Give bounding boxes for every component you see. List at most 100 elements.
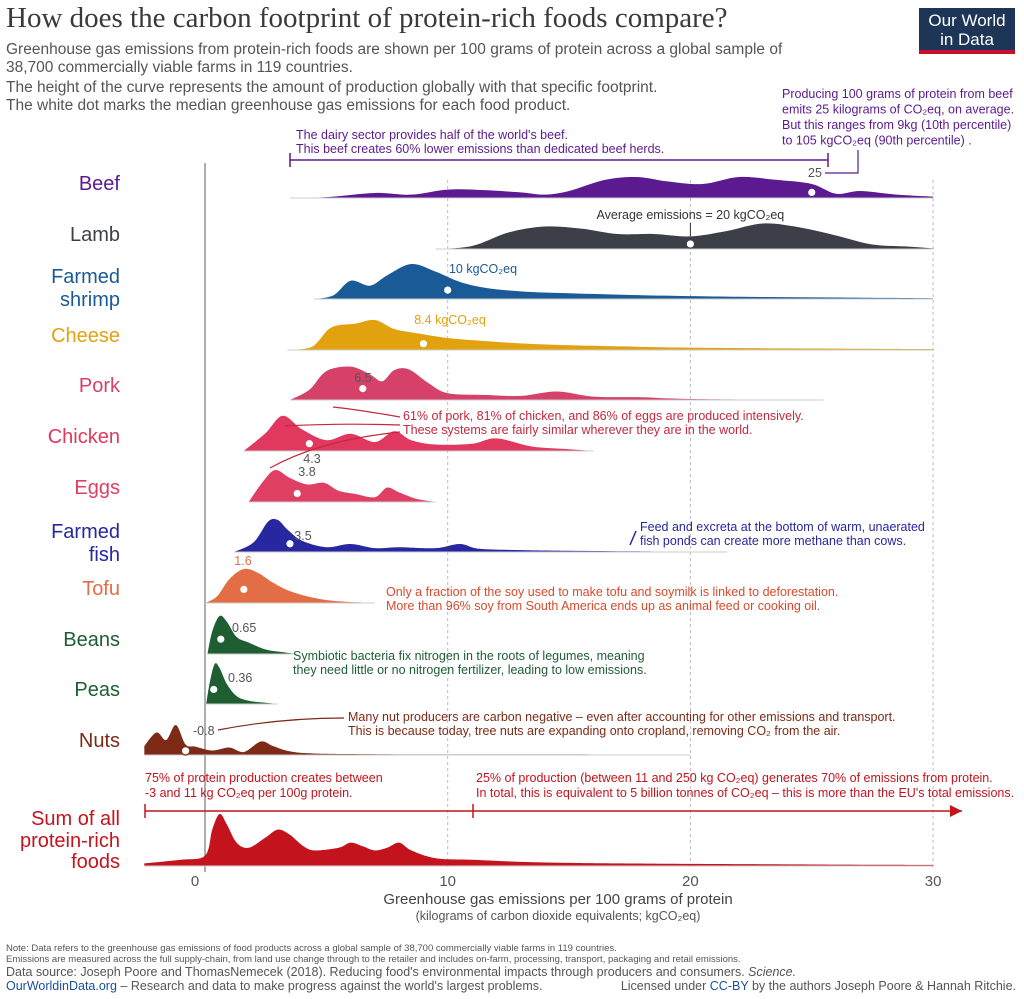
series-beef: Beef — [79, 173, 934, 199]
series-eggs: Eggs — [74, 469, 436, 503]
x-tick-30: 30 — [925, 873, 942, 890]
site-tagline: – Research and data to make progress aga… — [120, 979, 543, 993]
right-25-note: 25% of production (between 11 and 250 kg… — [476, 771, 993, 785]
median-label-chicken: 4.3 — [303, 452, 320, 466]
owid-logo[interactable]: Our World in Data — [919, 8, 1015, 54]
median-label-nuts: -0.8 — [193, 724, 215, 738]
footnote-1: Note: Data refers to the greenhouse gas … — [6, 943, 617, 954]
category-label-farmed-shrimp: shrimp — [60, 289, 120, 311]
density-nuts — [144, 724, 691, 755]
data-source-text: Data source: Joseph Poore and ThomasNeme… — [6, 965, 745, 979]
nuts-note: Many nut producers are carbon negative –… — [348, 710, 896, 724]
dairy-note: This beef creates 60% lower emissions th… — [296, 142, 664, 156]
median-label-beans: 0.65 — [232, 621, 256, 635]
left-75-note: 75% of protein production creates betwee… — [145, 771, 383, 785]
arrow-chicken — [284, 423, 401, 427]
density-chicken — [243, 415, 594, 451]
logo-line-2: in Data — [940, 30, 994, 49]
density-farmed-shrimp — [314, 263, 934, 299]
series-pork: Pork — [79, 366, 824, 401]
category-label-eggs: Eggs — [74, 477, 120, 499]
density-beef — [289, 176, 934, 198]
x-tick-0: 0 — [191, 873, 199, 890]
median-dot-peas — [208, 684, 219, 695]
arrow-fish — [629, 530, 637, 546]
category-label-farmed-fish: fish — [89, 544, 120, 566]
category-label-tofu: Tofu — [82, 578, 120, 600]
series-nuts: Nuts — [79, 724, 691, 756]
right-25-note: In total, this is equivalent to 5 billio… — [476, 786, 1014, 800]
median-dot-beans — [215, 634, 226, 644]
category-label-peas: Peas — [74, 679, 120, 701]
license-suffix: by the authors Joseph Poore & Hannah Rit… — [751, 979, 1016, 993]
footnote-2: Emissions are measured across the full s… — [6, 954, 741, 965]
median-dot-pork — [357, 383, 368, 394]
range-arrow-head — [950, 805, 962, 817]
median-dot-beef — [806, 187, 817, 198]
legumes-note: they need little or no nitrogen fertiliz… — [293, 663, 647, 677]
nuts-note: This is because today, tree nuts are exp… — [348, 724, 840, 738]
density-farmed-fish — [234, 518, 727, 552]
beef-range-note: emits 25 kilograms of CO₂eq, on average. — [782, 103, 1014, 117]
subtitle-line-2: 38,700 commercially viable farms in 119 … — [6, 59, 353, 76]
arrow-nuts — [217, 717, 345, 731]
series-cheese: Cheese — [51, 319, 934, 351]
median-label-beef: 25 — [808, 166, 822, 180]
series-lamb: Lamb — [70, 223, 934, 250]
subtitle-line-4: The white dot marks the median greenhous… — [6, 97, 571, 114]
median-label-peas: 0.36 — [228, 671, 252, 685]
chart-title: How does the carbon footprint of protein… — [6, 2, 728, 34]
beef-range-note: to 105 kgCO₂eq (90th percentile) . — [782, 134, 972, 148]
subtitle-line-3: The height of the curve represents the a… — [6, 79, 658, 96]
density-pork — [289, 366, 824, 400]
arrow-eggs — [269, 431, 401, 469]
site-link[interactable]: OurWorldinData.org — [6, 979, 117, 993]
category-label-nuts: Nuts — [79, 730, 120, 752]
intensive-note: 61% of pork, 81% of chicken, and 86% of … — [403, 409, 804, 423]
median-label-pork: 6.5 — [354, 371, 371, 385]
median-dot-eggs — [292, 488, 303, 499]
median-label-cheese: 8.4 kgCO₂eq — [414, 313, 486, 327]
x-axis-sublabel: (kilograms of carbon dioxide equivalents… — [416, 909, 701, 923]
category-label-cheese: Cheese — [51, 325, 120, 347]
median-label-tofu: 1.6 — [234, 554, 251, 568]
median-label-farmed-shrimp: 10 kgCO₂eq — [449, 262, 517, 276]
series-peas: Peas — [74, 663, 278, 705]
left-75-note: -3 and 11 kg CO₂eq per 100g protein. — [145, 786, 353, 800]
beef-range-connector — [825, 150, 859, 174]
x-axis-label: Greenhouse gas emissions per 100 grams o… — [383, 891, 732, 908]
category-label-beans: Beans — [63, 629, 120, 651]
median-label-eggs: 3.8 — [298, 465, 315, 479]
beef-range-note: Producing 100 grams of protein from beef — [782, 87, 1013, 101]
arrow-pork — [332, 406, 401, 418]
series-chicken: Chicken — [48, 415, 594, 452]
category-label-chicken: Chicken — [48, 426, 120, 448]
category-label-farmed-shrimp: Farmed — [51, 266, 120, 288]
series-tofu: Tofu — [82, 568, 375, 604]
category-label-pork: Pork — [79, 375, 121, 397]
density-eggs — [248, 469, 436, 502]
median-dot-cheese — [418, 338, 429, 349]
license-link[interactable]: CC-BY — [709, 979, 749, 993]
median-dot-chicken — [304, 438, 315, 449]
tofu-note: More than 96% soy from South America end… — [386, 599, 820, 613]
fish-note: Feed and excreta at the bottom of warm, … — [640, 520, 925, 534]
license-line: Licensed under CC-BY by the authors Jose… — [621, 979, 1016, 993]
logo-line-1: Our World — [928, 11, 1006, 30]
density-lamb — [435, 223, 934, 249]
density-cheese — [287, 319, 934, 350]
x-tick-20: 20 — [682, 873, 699, 890]
category-label-sum-of-all-protein-rich-foods: foods — [71, 851, 120, 873]
series-beans: Beans — [63, 615, 298, 655]
median-dot-farmed-fish — [285, 538, 295, 549]
fish-note: fish ponds can create more methane than … — [640, 534, 906, 548]
subtitle-line-1: Greenhouse gas emissions from protein-ri… — [6, 41, 783, 58]
beef-range-note: But this ranges from 9kg (10th percentil… — [782, 118, 1011, 132]
category-label-sum-of-all-protein-rich-foods: Sum of all — [31, 808, 120, 830]
lamb-average-annotation: Average emissions = 20 kgCO₂eq — [597, 208, 785, 222]
category-label-lamb: Lamb — [70, 224, 120, 246]
median-dot-farmed-shrimp — [442, 285, 453, 295]
